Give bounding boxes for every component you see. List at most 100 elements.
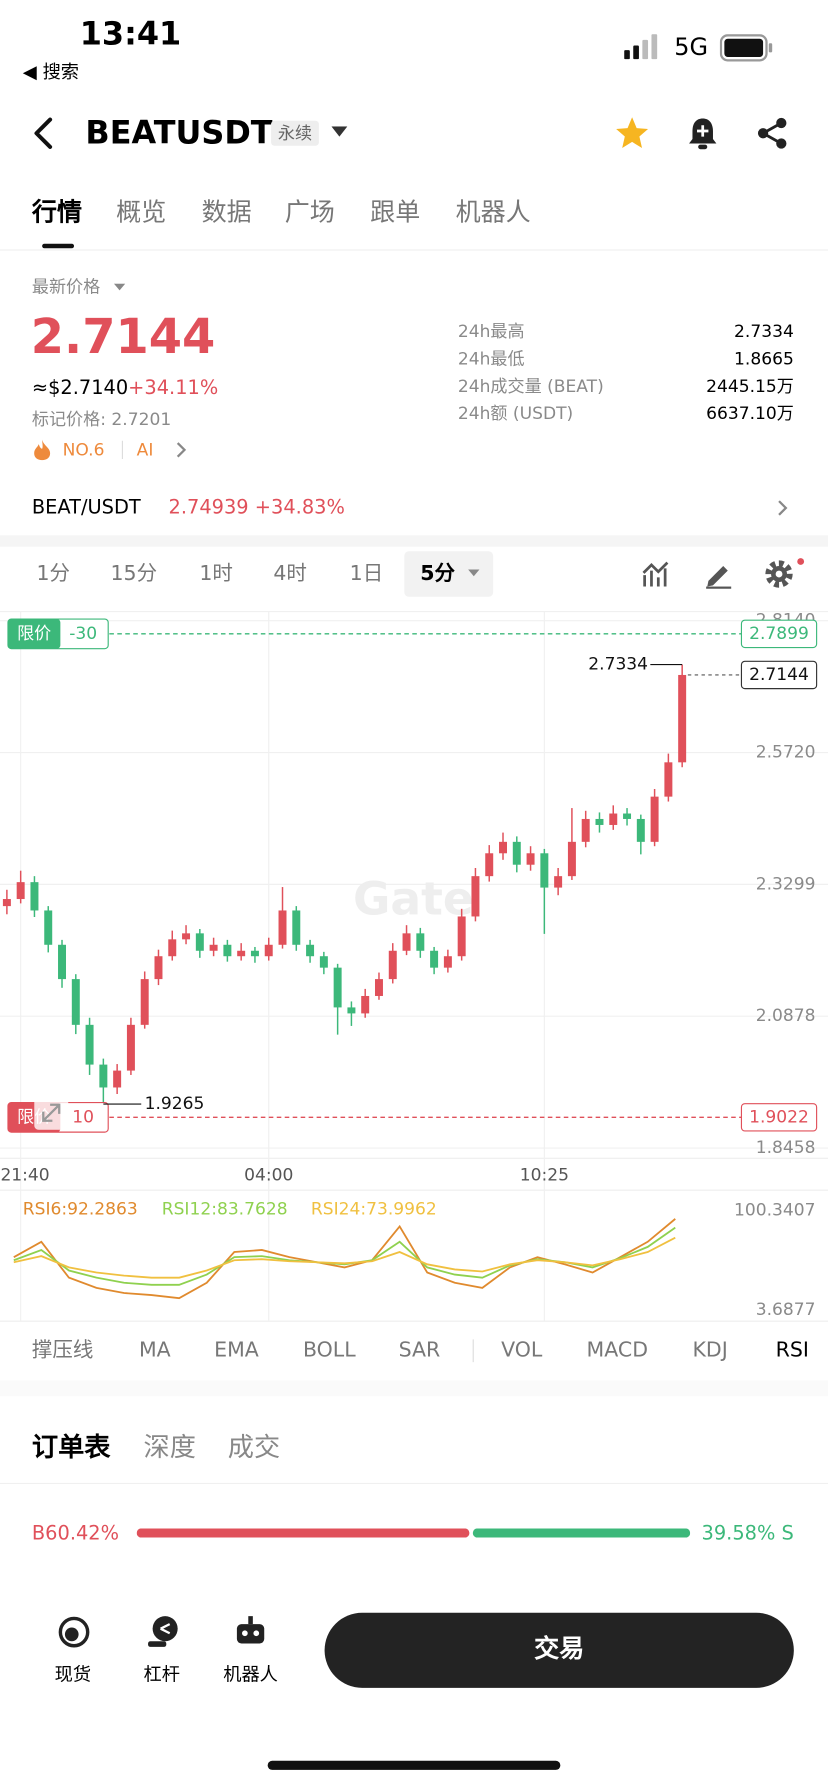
candle-body: [58, 944, 67, 980]
chevron[interactable]: [175, 442, 187, 458]
chevron[interactable]: [777, 500, 788, 516]
indicator-active[interactable]: RSI: [775, 1338, 809, 1363]
tab[interactable]: 概览: [116, 199, 167, 228]
interval[interactable]: 1日: [349, 561, 384, 586]
candle-body: [30, 882, 39, 911]
stat-value: 6637.10万: [706, 403, 794, 424]
trade-button[interactable]: [324, 1612, 794, 1688]
usd-value: ≈$2.7140: [31, 376, 129, 400]
indicator[interactable]: 撑压线: [31, 1338, 94, 1363]
candle-body: [430, 950, 439, 968]
alert-bell[interactable]: [687, 116, 719, 150]
candle-body: [402, 933, 411, 951]
indicator[interactable]: MACD: [586, 1338, 649, 1363]
interval[interactable]: 15分: [110, 561, 158, 586]
expand-icon[interactable]: [34, 1095, 69, 1130]
candle-body: [44, 910, 53, 945]
rsi-line: [13, 1218, 676, 1300]
tab[interactable]: 数据: [201, 199, 252, 228]
favorite-star[interactable]: [615, 116, 649, 150]
indicator[interactable]: EMA: [214, 1338, 259, 1363]
candle-body: [650, 796, 659, 842]
candle-body: [664, 762, 673, 797]
indicator[interactable]: SAR: [398, 1338, 441, 1363]
rsi-legend: RSI12:83.7628: [162, 1200, 288, 1220]
back-button[interactable]: [30, 117, 57, 149]
symbol[interactable]: BEATUSDT: [85, 114, 273, 152]
stat-label: 24h最低: [457, 348, 525, 370]
rsi-legend: RSI24:73.9962: [311, 1200, 437, 1220]
rsi-tick-label: 100.3407: [734, 1201, 816, 1221]
divider: [0, 1482, 828, 1485]
nav-item[interactable]: 现货: [54, 1663, 92, 1685]
sell-letter: S: [781, 1522, 794, 1546]
signal-icon: [624, 34, 658, 60]
share-button[interactable]: [755, 116, 789, 150]
candle-body: [278, 910, 287, 945]
indicator[interactable]: KDJ: [692, 1338, 728, 1363]
interval-selected-bg[interactable]: [404, 551, 494, 597]
margin-icon[interactable]: [145, 1614, 181, 1650]
candle-body: [182, 933, 191, 940]
status-time: 13:41: [79, 15, 182, 53]
section-gap: [0, 1380, 828, 1397]
indicator-icon[interactable]: [641, 559, 671, 589]
stat-label: 24h最高: [457, 321, 525, 342]
back-to-search[interactable]: ◀ 搜索: [22, 60, 80, 83]
nav-item[interactable]: 杠杆: [143, 1663, 180, 1685]
nav-item[interactable]: 机器人: [223, 1663, 278, 1685]
separator: [121, 440, 124, 459]
indicator[interactable]: MA: [138, 1338, 171, 1363]
watermark: Gate: [353, 873, 474, 926]
trade-label[interactable]: 交易: [534, 1635, 585, 1664]
tab[interactable]: 跟单: [370, 199, 421, 228]
ai-tag[interactable]: AI: [136, 439, 154, 461]
symbol-dropdown[interactable]: [331, 126, 348, 137]
y-tick-label: 2.5720: [756, 743, 816, 763]
draw-icon[interactable]: [704, 559, 734, 589]
rsi-line: [13, 1236, 676, 1279]
tab[interactable]: 广场: [284, 199, 335, 228]
interval[interactable]: 1分: [36, 561, 70, 586]
orderbook-tab[interactable]: 深度: [143, 1433, 196, 1463]
candle-body: [609, 813, 618, 825]
interval[interactable]: 1时: [199, 561, 233, 586]
candle-body: [443, 956, 452, 968]
tab[interactable]: 机器人: [455, 199, 531, 228]
rank[interactable]: NO.6: [62, 439, 105, 461]
buy-letter: B: [31, 1522, 46, 1546]
buy-percent: 60.42%: [45, 1522, 120, 1546]
candle-body: [388, 950, 397, 980]
interval[interactable]: 4时: [273, 561, 307, 586]
candle-body: [581, 818, 590, 842]
indicator[interactable]: VOL: [501, 1338, 543, 1363]
spot-pair[interactable]: BEAT/USDT: [31, 496, 141, 520]
interval-caret: [468, 569, 480, 577]
settings-icon[interactable]: [764, 557, 805, 589]
limit-price-box: [740, 1103, 818, 1132]
candle-body: [85, 1024, 94, 1065]
contract-tag: 永续: [271, 120, 319, 146]
stat-value: 1.8665: [734, 348, 794, 370]
candle-body: [306, 944, 315, 957]
price-change: +34.11%: [128, 376, 219, 400]
orderbook-tab-active[interactable]: 订单表: [31, 1433, 111, 1463]
spot-price: 2.74939: [168, 496, 249, 520]
candle-body: [512, 841, 521, 865]
indicator[interactable]: BOLL: [302, 1338, 356, 1363]
candle-body: [471, 876, 480, 917]
orderbook-tab[interactable]: 成交: [227, 1433, 281, 1463]
candle-body: [623, 813, 632, 819]
bot-icon[interactable]: [233, 1614, 267, 1648]
y-tick-label: 1.8458: [756, 1138, 816, 1158]
last-price: 2.7144: [30, 308, 216, 365]
kline-chart[interactable]: 2.81402.57202.32992.08781.845821:4004:00…: [0, 604, 828, 1333]
stat-label: 24h成交量 (BEAT): [457, 375, 604, 397]
candle-body: [526, 853, 535, 865]
tab-active[interactable]: 行情: [31, 199, 83, 228]
spot-icon[interactable]: [57, 1615, 91, 1649]
interval-selected[interactable]: 5分: [420, 561, 456, 586]
price-label: 最新价格: [31, 276, 101, 298]
rsi-line: [13, 1226, 676, 1286]
